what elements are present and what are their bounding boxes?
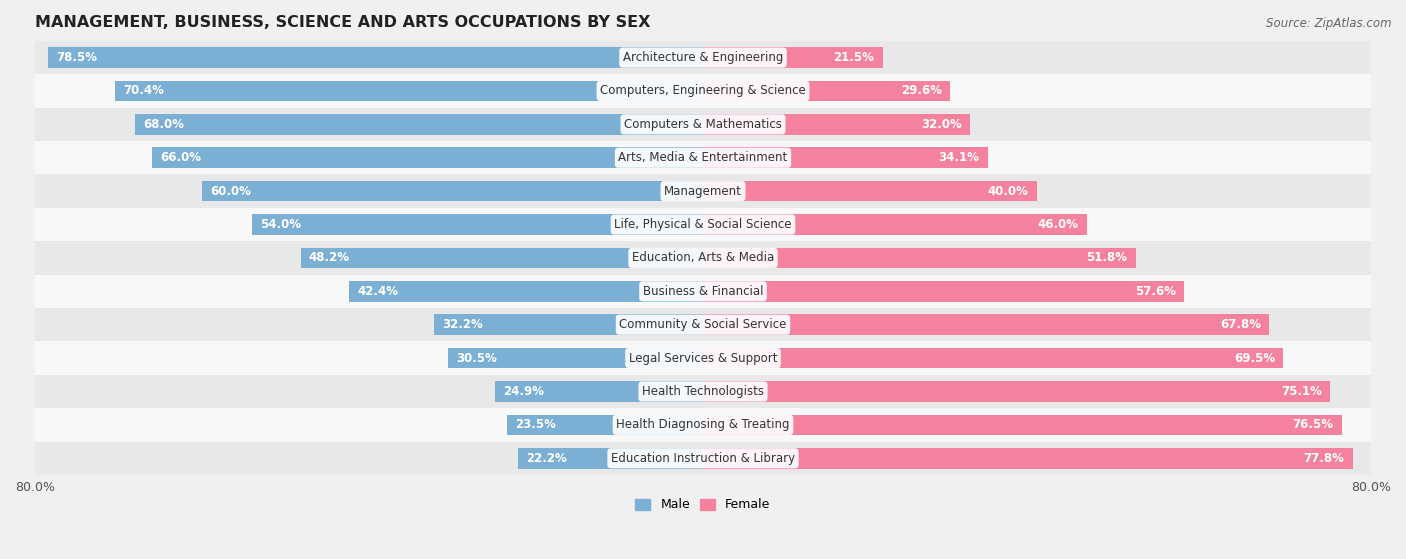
- Text: Computers & Mathematics: Computers & Mathematics: [624, 118, 782, 131]
- Bar: [703, 314, 1270, 335]
- Text: 70.4%: 70.4%: [124, 84, 165, 97]
- Bar: [449, 348, 703, 368]
- Bar: [35, 308, 1371, 342]
- Text: Computers, Engineering & Science: Computers, Engineering & Science: [600, 84, 806, 97]
- Bar: [48, 47, 703, 68]
- Bar: [35, 174, 1371, 208]
- Text: 42.4%: 42.4%: [357, 285, 398, 298]
- Bar: [703, 114, 970, 135]
- Bar: [703, 181, 1038, 201]
- Text: Arts, Media & Entertainment: Arts, Media & Entertainment: [619, 151, 787, 164]
- Text: 32.2%: 32.2%: [443, 318, 484, 331]
- Bar: [703, 248, 1136, 268]
- Text: 57.6%: 57.6%: [1135, 285, 1175, 298]
- Bar: [434, 314, 703, 335]
- Legend: Male, Female: Male, Female: [630, 494, 776, 517]
- Text: Source: ZipAtlas.com: Source: ZipAtlas.com: [1267, 17, 1392, 30]
- Bar: [495, 381, 703, 402]
- Bar: [115, 80, 703, 101]
- Bar: [35, 342, 1371, 375]
- Text: 68.0%: 68.0%: [143, 118, 184, 131]
- Bar: [135, 114, 703, 135]
- Text: 69.5%: 69.5%: [1234, 352, 1275, 364]
- Bar: [703, 148, 988, 168]
- Bar: [35, 208, 1371, 241]
- Text: 21.5%: 21.5%: [834, 51, 875, 64]
- Bar: [35, 442, 1371, 475]
- Bar: [35, 108, 1371, 141]
- Text: 30.5%: 30.5%: [457, 352, 498, 364]
- Text: 67.8%: 67.8%: [1220, 318, 1261, 331]
- Text: 48.2%: 48.2%: [309, 252, 350, 264]
- Bar: [703, 80, 950, 101]
- Bar: [703, 214, 1087, 235]
- Text: 40.0%: 40.0%: [988, 184, 1029, 198]
- Text: 29.6%: 29.6%: [901, 84, 942, 97]
- Text: Life, Physical & Social Science: Life, Physical & Social Science: [614, 218, 792, 231]
- Bar: [35, 408, 1371, 442]
- Text: Education Instruction & Library: Education Instruction & Library: [612, 452, 794, 465]
- Text: Management: Management: [664, 184, 742, 198]
- Bar: [703, 381, 1330, 402]
- Bar: [703, 415, 1341, 435]
- Bar: [35, 41, 1371, 74]
- Text: MANAGEMENT, BUSINESS, SCIENCE AND ARTS OCCUPATIONS BY SEX: MANAGEMENT, BUSINESS, SCIENCE AND ARTS O…: [35, 15, 651, 30]
- Text: 32.0%: 32.0%: [921, 118, 962, 131]
- Bar: [703, 448, 1353, 468]
- Text: Community & Social Service: Community & Social Service: [619, 318, 787, 331]
- Text: Architecture & Engineering: Architecture & Engineering: [623, 51, 783, 64]
- Text: 76.5%: 76.5%: [1292, 418, 1333, 432]
- Text: 46.0%: 46.0%: [1038, 218, 1078, 231]
- Text: 51.8%: 51.8%: [1087, 252, 1128, 264]
- Text: 78.5%: 78.5%: [56, 51, 97, 64]
- Text: 54.0%: 54.0%: [260, 218, 301, 231]
- Bar: [152, 148, 703, 168]
- Bar: [703, 47, 883, 68]
- Bar: [35, 141, 1371, 174]
- Text: 75.1%: 75.1%: [1281, 385, 1322, 398]
- Text: 23.5%: 23.5%: [515, 418, 555, 432]
- Text: 24.9%: 24.9%: [503, 385, 544, 398]
- Bar: [517, 448, 703, 468]
- Bar: [35, 241, 1371, 274]
- Bar: [703, 348, 1284, 368]
- Bar: [252, 214, 703, 235]
- Text: Health Technologists: Health Technologists: [643, 385, 763, 398]
- Text: 60.0%: 60.0%: [211, 184, 252, 198]
- Bar: [349, 281, 703, 302]
- Text: Legal Services & Support: Legal Services & Support: [628, 352, 778, 364]
- Bar: [506, 415, 703, 435]
- Text: 77.8%: 77.8%: [1303, 452, 1344, 465]
- Bar: [202, 181, 703, 201]
- Bar: [35, 74, 1371, 108]
- Text: Business & Financial: Business & Financial: [643, 285, 763, 298]
- Bar: [703, 281, 1184, 302]
- Text: 66.0%: 66.0%: [160, 151, 201, 164]
- Bar: [301, 248, 703, 268]
- Text: 34.1%: 34.1%: [939, 151, 980, 164]
- Text: Education, Arts & Media: Education, Arts & Media: [631, 252, 775, 264]
- Text: Health Diagnosing & Treating: Health Diagnosing & Treating: [616, 418, 790, 432]
- Bar: [35, 274, 1371, 308]
- Bar: [35, 375, 1371, 408]
- Text: 22.2%: 22.2%: [526, 452, 567, 465]
